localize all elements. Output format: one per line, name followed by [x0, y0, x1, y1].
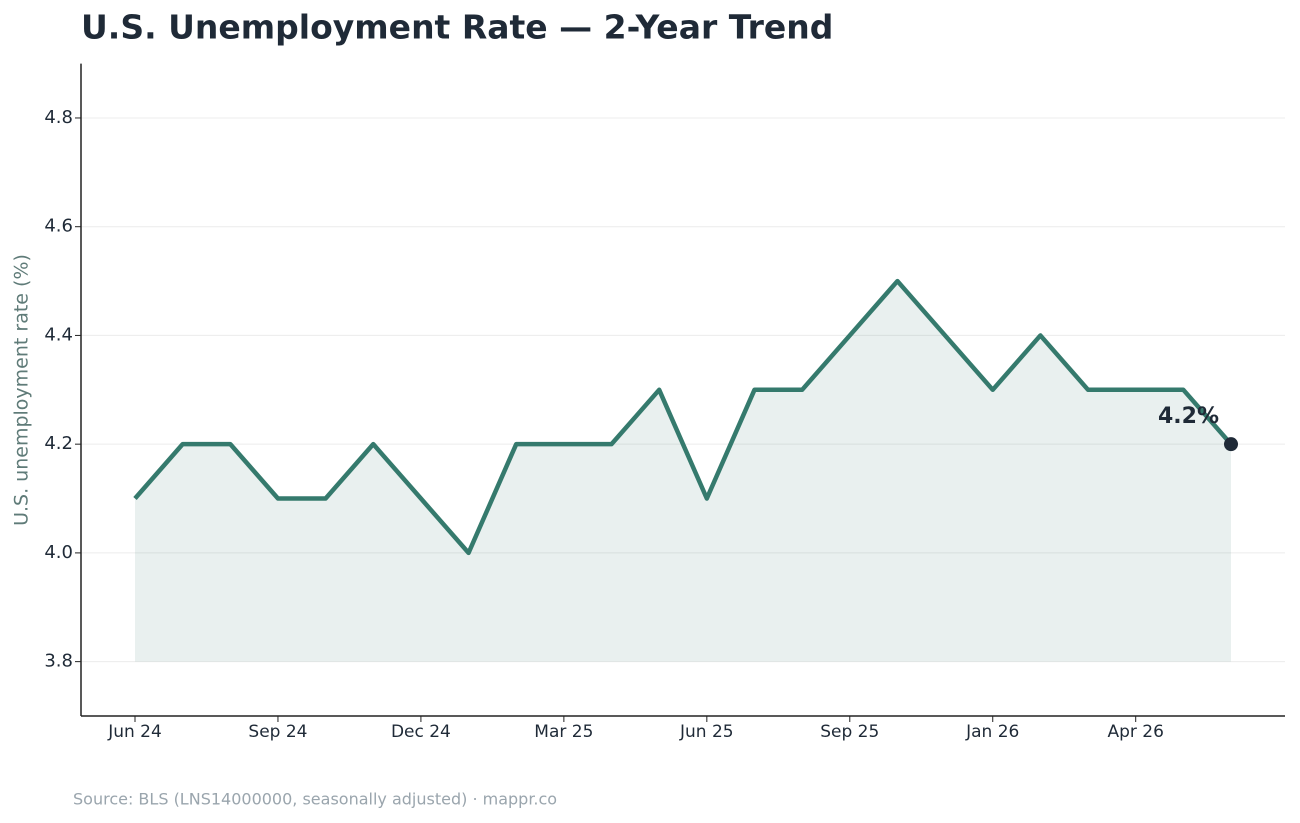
y-axis-label: U.S. unemployment rate (%) — [11, 254, 33, 526]
x-tick-label: Apr 26 — [1107, 722, 1163, 742]
x-tick-label: Mar 25 — [534, 722, 593, 742]
y-tick-label: 4.4 — [44, 324, 73, 345]
end-label: 4.2% — [1158, 404, 1219, 429]
y-tick-label: 4.0 — [44, 542, 73, 563]
y-tick-label: 3.8 — [44, 651, 73, 672]
x-tick-label: Jan 26 — [965, 722, 1019, 742]
x-tick-label: Sep 25 — [820, 722, 879, 742]
x-tick-label: Jun 24 — [107, 722, 162, 742]
area — [135, 281, 1231, 662]
y-tick-label: 4.6 — [44, 216, 73, 237]
y-tick-label: 4.2 — [44, 433, 73, 454]
end-point — [1224, 437, 1238, 452]
x-tick-label: Sep 24 — [248, 722, 307, 742]
source-note: Source: BLS (LNS14000000, seasonally adj… — [73, 790, 557, 809]
x-tick-label: Jun 25 — [679, 722, 734, 742]
chart-title: U.S. Unemployment Rate — 2-Year Trend — [81, 8, 833, 47]
line — [133, 278, 1233, 556]
x-tick-label: Dec 24 — [391, 722, 451, 742]
y-tick-label: 4.8 — [44, 107, 73, 128]
